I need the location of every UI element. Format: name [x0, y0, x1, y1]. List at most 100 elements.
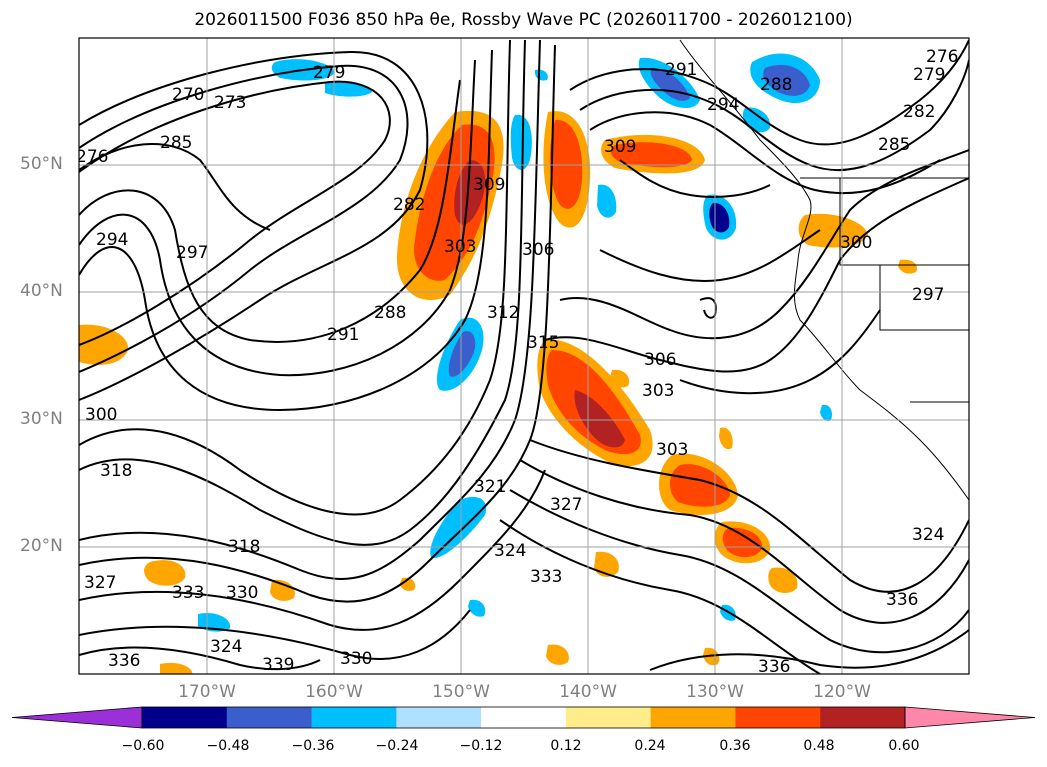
- state-border: [879, 265, 969, 331]
- coastline-path: [679, 39, 969, 501]
- contour-label: 336: [758, 657, 790, 677]
- contour-line: [79, 646, 321, 671]
- contour-line: [529, 439, 969, 593]
- contour-label: 300: [85, 405, 117, 425]
- colorbar-tick: −0.36: [291, 738, 335, 754]
- anomaly-patch: [510, 114, 532, 170]
- contour-label: 291: [665, 60, 697, 80]
- contour-label: 291: [327, 325, 359, 345]
- anomaly-patch: [160, 663, 193, 674]
- lon-label-130w: 130°W: [686, 682, 744, 702]
- colorbar-tick: −0.24: [375, 738, 419, 754]
- contour-line: [79, 59, 476, 377]
- contour-label: 315: [527, 333, 559, 353]
- colorbar-segment: [396, 707, 482, 728]
- contour-label: 339: [262, 655, 294, 675]
- colorbar-segment: [481, 707, 567, 728]
- colorbar-tick: −0.60: [121, 738, 165, 754]
- contour-label: 306: [644, 350, 676, 370]
- anomaly-patch: [898, 259, 918, 274]
- contour-line: [79, 469, 546, 631]
- contour-label: 324: [494, 541, 526, 561]
- contour-label: 321: [474, 477, 506, 497]
- contour-line: [679, 309, 881, 395]
- map-plot: 270 273 276 279 285 294 297 291 288 282 …: [76, 37, 970, 677]
- contour-line: [499, 519, 821, 674]
- map-frame: [78, 37, 970, 675]
- anomaly-patch: [430, 496, 487, 559]
- contour-line: [79, 64, 409, 373]
- contour-label: 333: [172, 583, 204, 603]
- anomaly-patch: [597, 184, 617, 218]
- contour-label: 294: [707, 95, 739, 115]
- anomaly-patch: [454, 160, 486, 225]
- contour-label: 282: [903, 102, 935, 122]
- anomaly-patch: [722, 527, 763, 558]
- anomaly-patch: [798, 213, 868, 248]
- lat-label-40n: 40°N: [20, 281, 63, 301]
- colorbar-segment: [226, 707, 313, 728]
- anomaly-patch: [610, 142, 692, 168]
- anomaly-patch: [610, 369, 630, 388]
- anomaly-patch: [719, 427, 733, 450]
- contour-line: [544, 177, 969, 373]
- anomaly-patch: [144, 560, 186, 586]
- contour-label: 336: [108, 651, 140, 671]
- anomaly-patch: [400, 577, 416, 591]
- colorbar-tick: 0.12: [550, 738, 582, 754]
- contour-label: 327: [84, 573, 116, 593]
- contour-label: 288: [374, 303, 406, 323]
- contour-label: 309: [473, 175, 505, 195]
- colorbar-extend-min: [11, 706, 143, 729]
- contour-label: 279: [313, 63, 345, 83]
- colorbar-tick: 0.36: [719, 738, 751, 754]
- contour-line: [79, 49, 493, 412]
- colorbar-segments: [11, 706, 1036, 729]
- contour-label: 285: [160, 133, 192, 153]
- colorbar-segment: [820, 707, 906, 728]
- state-border: [839, 178, 969, 266]
- contour-labels: 270 273 276 279 285 294 297 291 288 282 …: [76, 47, 958, 677]
- contour-label: 330: [226, 583, 258, 603]
- contour-line: [509, 489, 969, 654]
- contour-line: [569, 39, 969, 146]
- map-title: 2026011500 F036 850 hPa θe, Rossby Wave …: [194, 10, 853, 30]
- contour-label: 306: [522, 240, 554, 260]
- anomaly-patch: [270, 579, 295, 601]
- contour-label: 285: [878, 135, 910, 155]
- contour-label: 303: [642, 381, 674, 401]
- contour-line: [649, 629, 969, 671]
- contour-label: 324: [210, 637, 242, 657]
- colorbar-segment: [735, 707, 821, 728]
- contour-line: [519, 459, 969, 624]
- contour-label: 276: [76, 147, 108, 167]
- contour-line: [619, 159, 771, 198]
- contour-line: [599, 229, 821, 282]
- coastline: [679, 39, 969, 501]
- colorbar-tick: 0.24: [634, 738, 666, 754]
- lon-label-160w: 160°W: [305, 682, 363, 702]
- anomaly-patch: [709, 202, 730, 233]
- anomaly-patch: [448, 331, 476, 377]
- lon-label-170w: 170°W: [178, 682, 236, 702]
- positive-anomaly-patches: [79, 110, 918, 674]
- colorbar-segment: [565, 707, 652, 728]
- anomaly-patch: [468, 599, 486, 617]
- anomaly-patch: [198, 612, 231, 632]
- contour-line: [79, 609, 471, 660]
- anomaly-patch: [546, 644, 569, 665]
- colorbar-frame: [141, 706, 906, 729]
- contour-line: [79, 39, 526, 546]
- contour-line: [79, 143, 271, 231]
- colorbar-segment: [650, 707, 736, 728]
- contour-line: [79, 39, 541, 580]
- colorbar-tick: −0.12: [459, 738, 503, 754]
- contour-label: 297: [176, 243, 208, 263]
- lat-label-20n: 20°N: [20, 536, 63, 556]
- anomaly-patch: [574, 390, 625, 448]
- contour-label: 279: [913, 65, 945, 85]
- lon-label-140w: 140°W: [559, 682, 617, 702]
- contour-label: 303: [444, 237, 476, 257]
- colorbar-tick: 0.60: [888, 738, 920, 754]
- lon-label-120w: 120°W: [813, 682, 871, 702]
